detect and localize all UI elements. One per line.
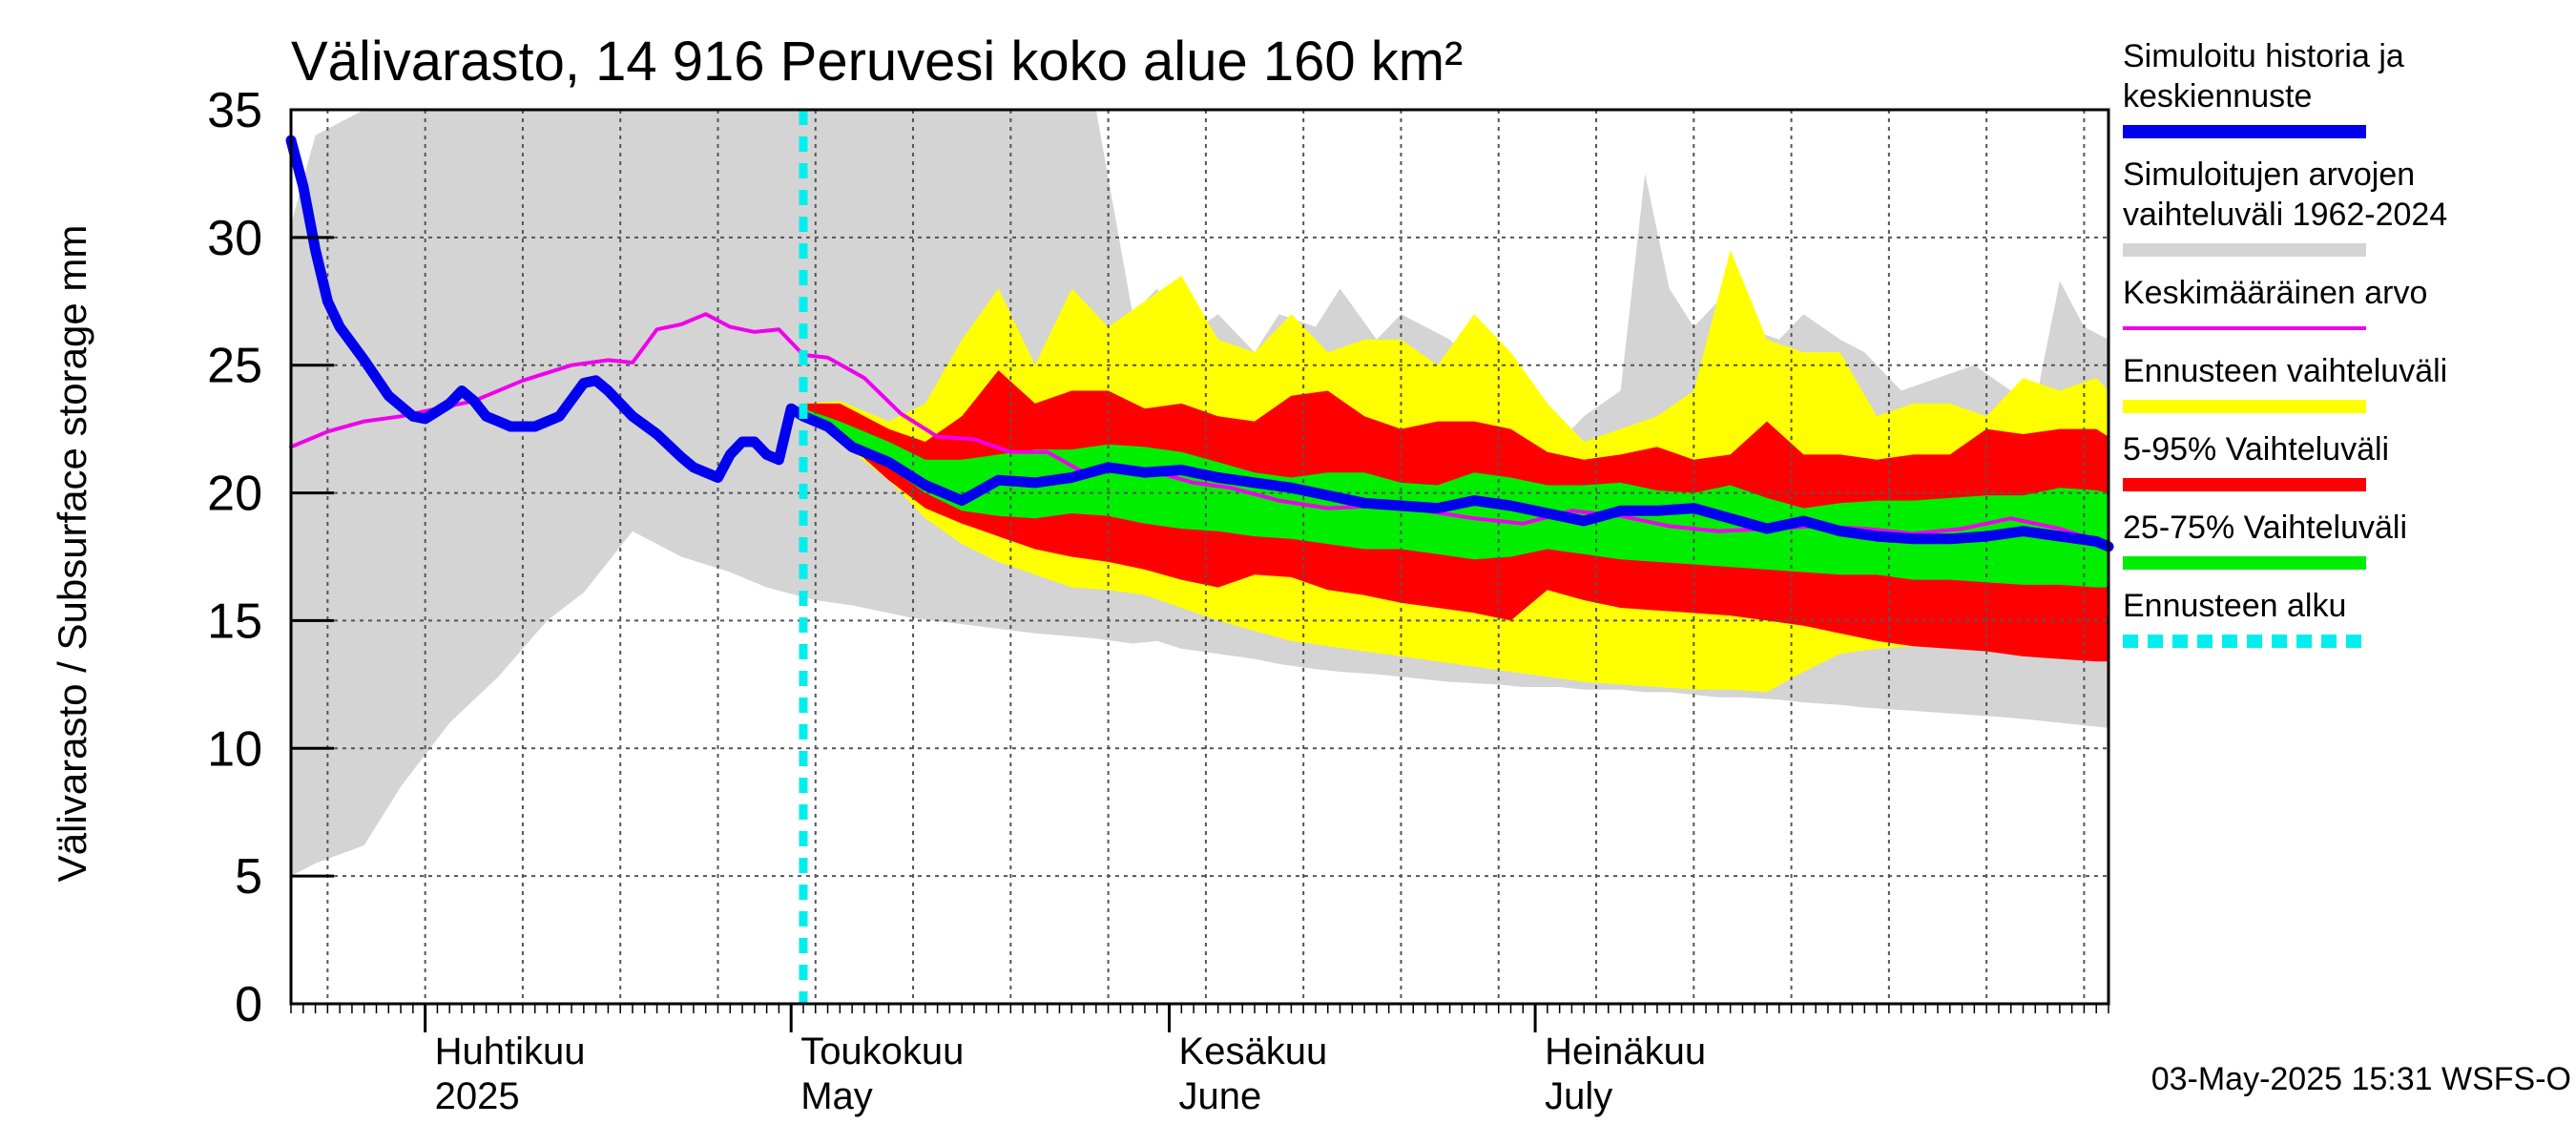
x-month-label: Huhtikuu	[435, 1030, 586, 1072]
plot-frame	[289, 108, 2110, 1006]
y-axis-label: Välivarasto / Subsurface storage mm	[50, 225, 94, 883]
y-tick-label: 0	[235, 977, 262, 1032]
series-line-4	[289, 312, 2110, 547]
y-tick-label: 35	[207, 83, 262, 138]
legend-label: Simuloitujen arvojen	[2123, 156, 2415, 193]
grid	[291, 110, 2109, 1004]
legend-label: 25-75% Vaihteluväli	[2123, 510, 2407, 546]
x-month-label: Kesäkuu	[1179, 1030, 1328, 1072]
y-tick-label: 10	[207, 721, 262, 777]
x-month-label: Toukokuu	[800, 1030, 964, 1072]
x-month-sublabel: June	[1179, 1075, 1262, 1117]
legend-label: Ennusteen vaihteluväli	[2123, 353, 2447, 389]
x-month-sublabel: 2025	[435, 1075, 520, 1117]
y-tick-label: 20	[207, 467, 262, 522]
legend-label: Keskimääräinen arvo	[2123, 275, 2427, 311]
legend-label: 5-95% Vaihteluväli	[2123, 431, 2389, 468]
legend-label: Simuloitu historia ja	[2123, 38, 2404, 74]
footer-timestamp: 03-May-2025 15:31 WSFS-O	[2151, 1061, 2571, 1097]
legend-label: vaihteluväli 1962-2024	[2123, 197, 2447, 233]
legend-label: Ennusteen alku	[2123, 588, 2346, 624]
series-line-5	[285, 135, 2114, 552]
y-tick-label: 25	[207, 339, 262, 394]
x-month-sublabel: May	[800, 1075, 873, 1117]
bands	[291, 110, 2109, 877]
legend: Simuloitu historia ja keskiennuste Simuloi…	[2123, 38, 2447, 648]
y-tick-label: 5	[235, 849, 262, 905]
y-tick-label: 30	[207, 211, 262, 266]
x-month-label: Heinäkuu	[1545, 1030, 1706, 1072]
y-axis: 0 5 10 15 20 25 30 35	[207, 83, 334, 1032]
band-3	[803, 408, 2109, 588]
legend-label: keskiennuste	[2123, 78, 2312, 114]
x-month-sublabel: July	[1545, 1075, 1612, 1117]
chart-title: Välivarasto, 14 916 Peruvesi koko alue 1…	[291, 31, 1463, 93]
y-tick-label: 15	[207, 593, 262, 649]
lines	[285, 110, 2114, 1004]
